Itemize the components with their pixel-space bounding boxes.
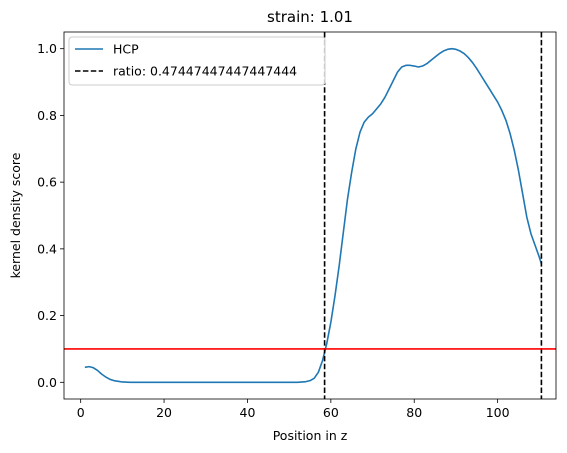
y-axis-label: kernel density score — [8, 152, 23, 278]
x-tick-label: 0 — [77, 405, 85, 420]
y-tick-label: 0.2 — [37, 308, 57, 323]
legend-label-ratio: ratio: 0.47447447447447444 — [113, 64, 297, 79]
y-tick-label: 1.0 — [37, 41, 57, 56]
x-tick-label: 100 — [486, 405, 510, 420]
x-axis-label: Position in z — [273, 428, 348, 443]
y-axis: 0.0 0.2 0.4 0.6 0.8 1.0 — [37, 41, 64, 390]
axes-frame — [63, 31, 557, 400]
legend-label-hcp: HCP — [113, 42, 139, 57]
y-tick-label: 0.0 — [37, 375, 57, 390]
x-tick-label: 60 — [323, 405, 339, 420]
chart-title: strain: 1.01 — [267, 8, 353, 26]
plot-area — [64, 32, 556, 399]
x-tick-label: 40 — [240, 405, 256, 420]
hcp-line — [84, 47, 543, 384]
x-tick-label: 80 — [406, 405, 422, 420]
y-tick-label: 0.4 — [37, 241, 57, 256]
x-axis: 0 20 40 60 80 100 — [77, 399, 510, 420]
y-tick-label: 0.6 — [37, 175, 57, 190]
legend-box — [68, 36, 326, 86]
legend: HCP ratio: 0.47447447447447444 — [68, 36, 326, 86]
x-tick-label: 20 — [156, 405, 172, 420]
y-tick-label: 0.8 — [37, 108, 57, 123]
